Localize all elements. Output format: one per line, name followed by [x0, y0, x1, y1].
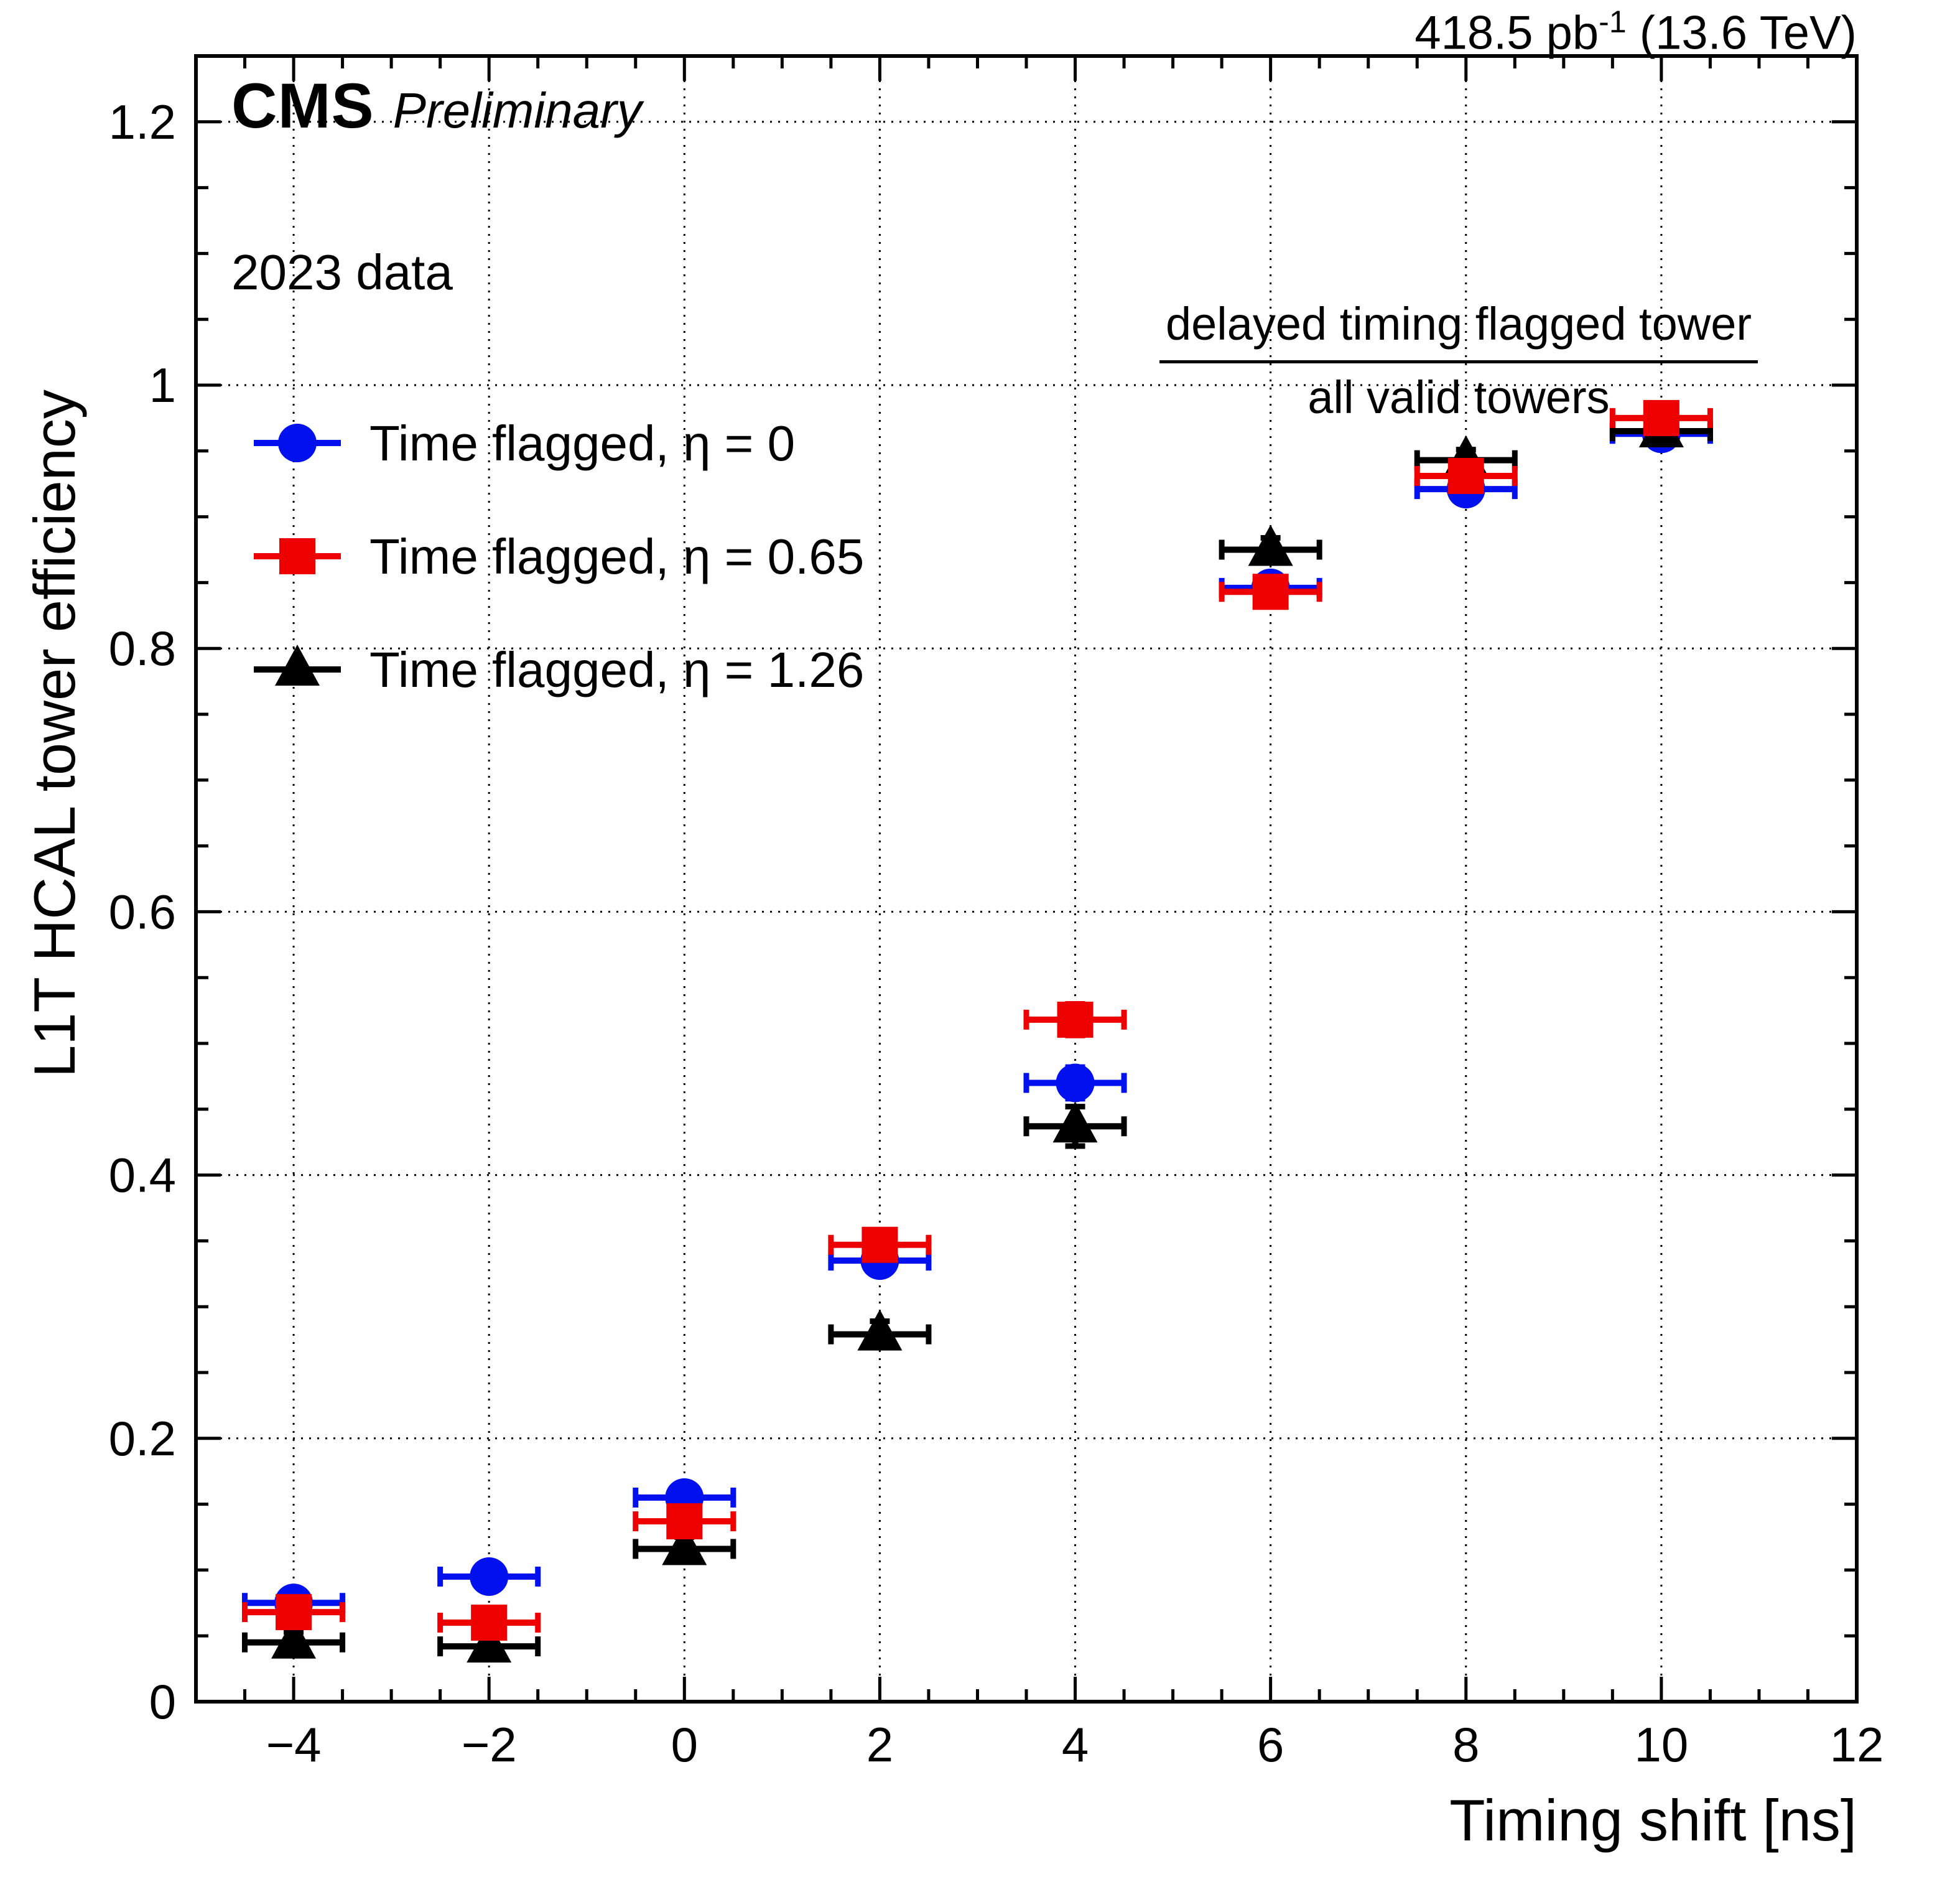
legend-item-eta-0p65: Time flagged, η = 0.65: [254, 529, 864, 584]
luminosity-label: 418.5 pb-1 (13.6 TeV): [0, 4, 1857, 60]
luminosity-value: 418.5 pb: [1414, 6, 1599, 60]
dataset-label: 2023 data: [231, 245, 453, 300]
legend-label-eta-1p26: Time flagged, η = 1.26: [369, 642, 864, 697]
experiment-header: CMS Preliminary: [231, 70, 642, 142]
svg-text:−2: −2: [462, 1717, 517, 1772]
svg-text:12: 12: [1830, 1717, 1884, 1772]
series-eta-0p65: [242, 399, 1713, 1641]
cms-label: CMS: [231, 70, 374, 141]
svg-text:8: 8: [1452, 1717, 1479, 1772]
svg-text:0.6: 0.6: [109, 884, 176, 939]
luminosity-exponent: -1: [1599, 4, 1627, 39]
svg-text:0: 0: [671, 1717, 698, 1772]
svg-text:0.8: 0.8: [109, 621, 176, 676]
svg-text:−4: −4: [266, 1717, 322, 1772]
svg-text:0: 0: [149, 1674, 176, 1729]
x-axis-title: Timing shift [ns]: [1449, 1788, 1857, 1853]
legend: Time flagged, η = 0 Time flagged, η = 0.6…: [254, 416, 864, 697]
preliminary-label: Preliminary: [392, 83, 642, 138]
svg-text:0.4: 0.4: [109, 1148, 176, 1203]
ratio-denominator: all valid towers: [1307, 371, 1610, 424]
series-eta-1p26: [242, 406, 1713, 1663]
svg-text:6: 6: [1257, 1717, 1284, 1772]
energy-value: (13.6 TeV): [1626, 6, 1857, 60]
legend-label-eta-0: Time flagged, η = 0: [369, 416, 795, 471]
svg-text:4: 4: [1062, 1717, 1089, 1772]
gridlines: [196, 56, 1857, 1702]
svg-text:0.2: 0.2: [109, 1411, 176, 1466]
series-eta-0: [242, 414, 1713, 1623]
y-axis-title: L1T HCAL tower efficiency: [22, 389, 87, 1078]
svg-text:10: 10: [1634, 1717, 1688, 1772]
svg-text:1.2: 1.2: [109, 95, 176, 149]
legend-label-eta-0p65: Time flagged, η = 0.65: [369, 529, 864, 584]
svg-text:1: 1: [149, 358, 176, 413]
svg-text:2: 2: [866, 1717, 893, 1772]
axis-ticks: [196, 56, 1859, 1704]
tick-labels: −4 −2 0 2 4 6 8 10 12 0 0.2 0.4 0.6 0.8 1 1.2: [109, 95, 1884, 1772]
ratio-numerator: delayed timing flagged tower: [1159, 297, 1758, 364]
ratio-annotation: delayed timing flagged tower all valid t…: [1101, 297, 1816, 424]
legend-item-eta-0: Time flagged, η = 0: [254, 416, 795, 471]
legend-item-eta-1p26: Time flagged, η = 1.26: [254, 642, 864, 697]
